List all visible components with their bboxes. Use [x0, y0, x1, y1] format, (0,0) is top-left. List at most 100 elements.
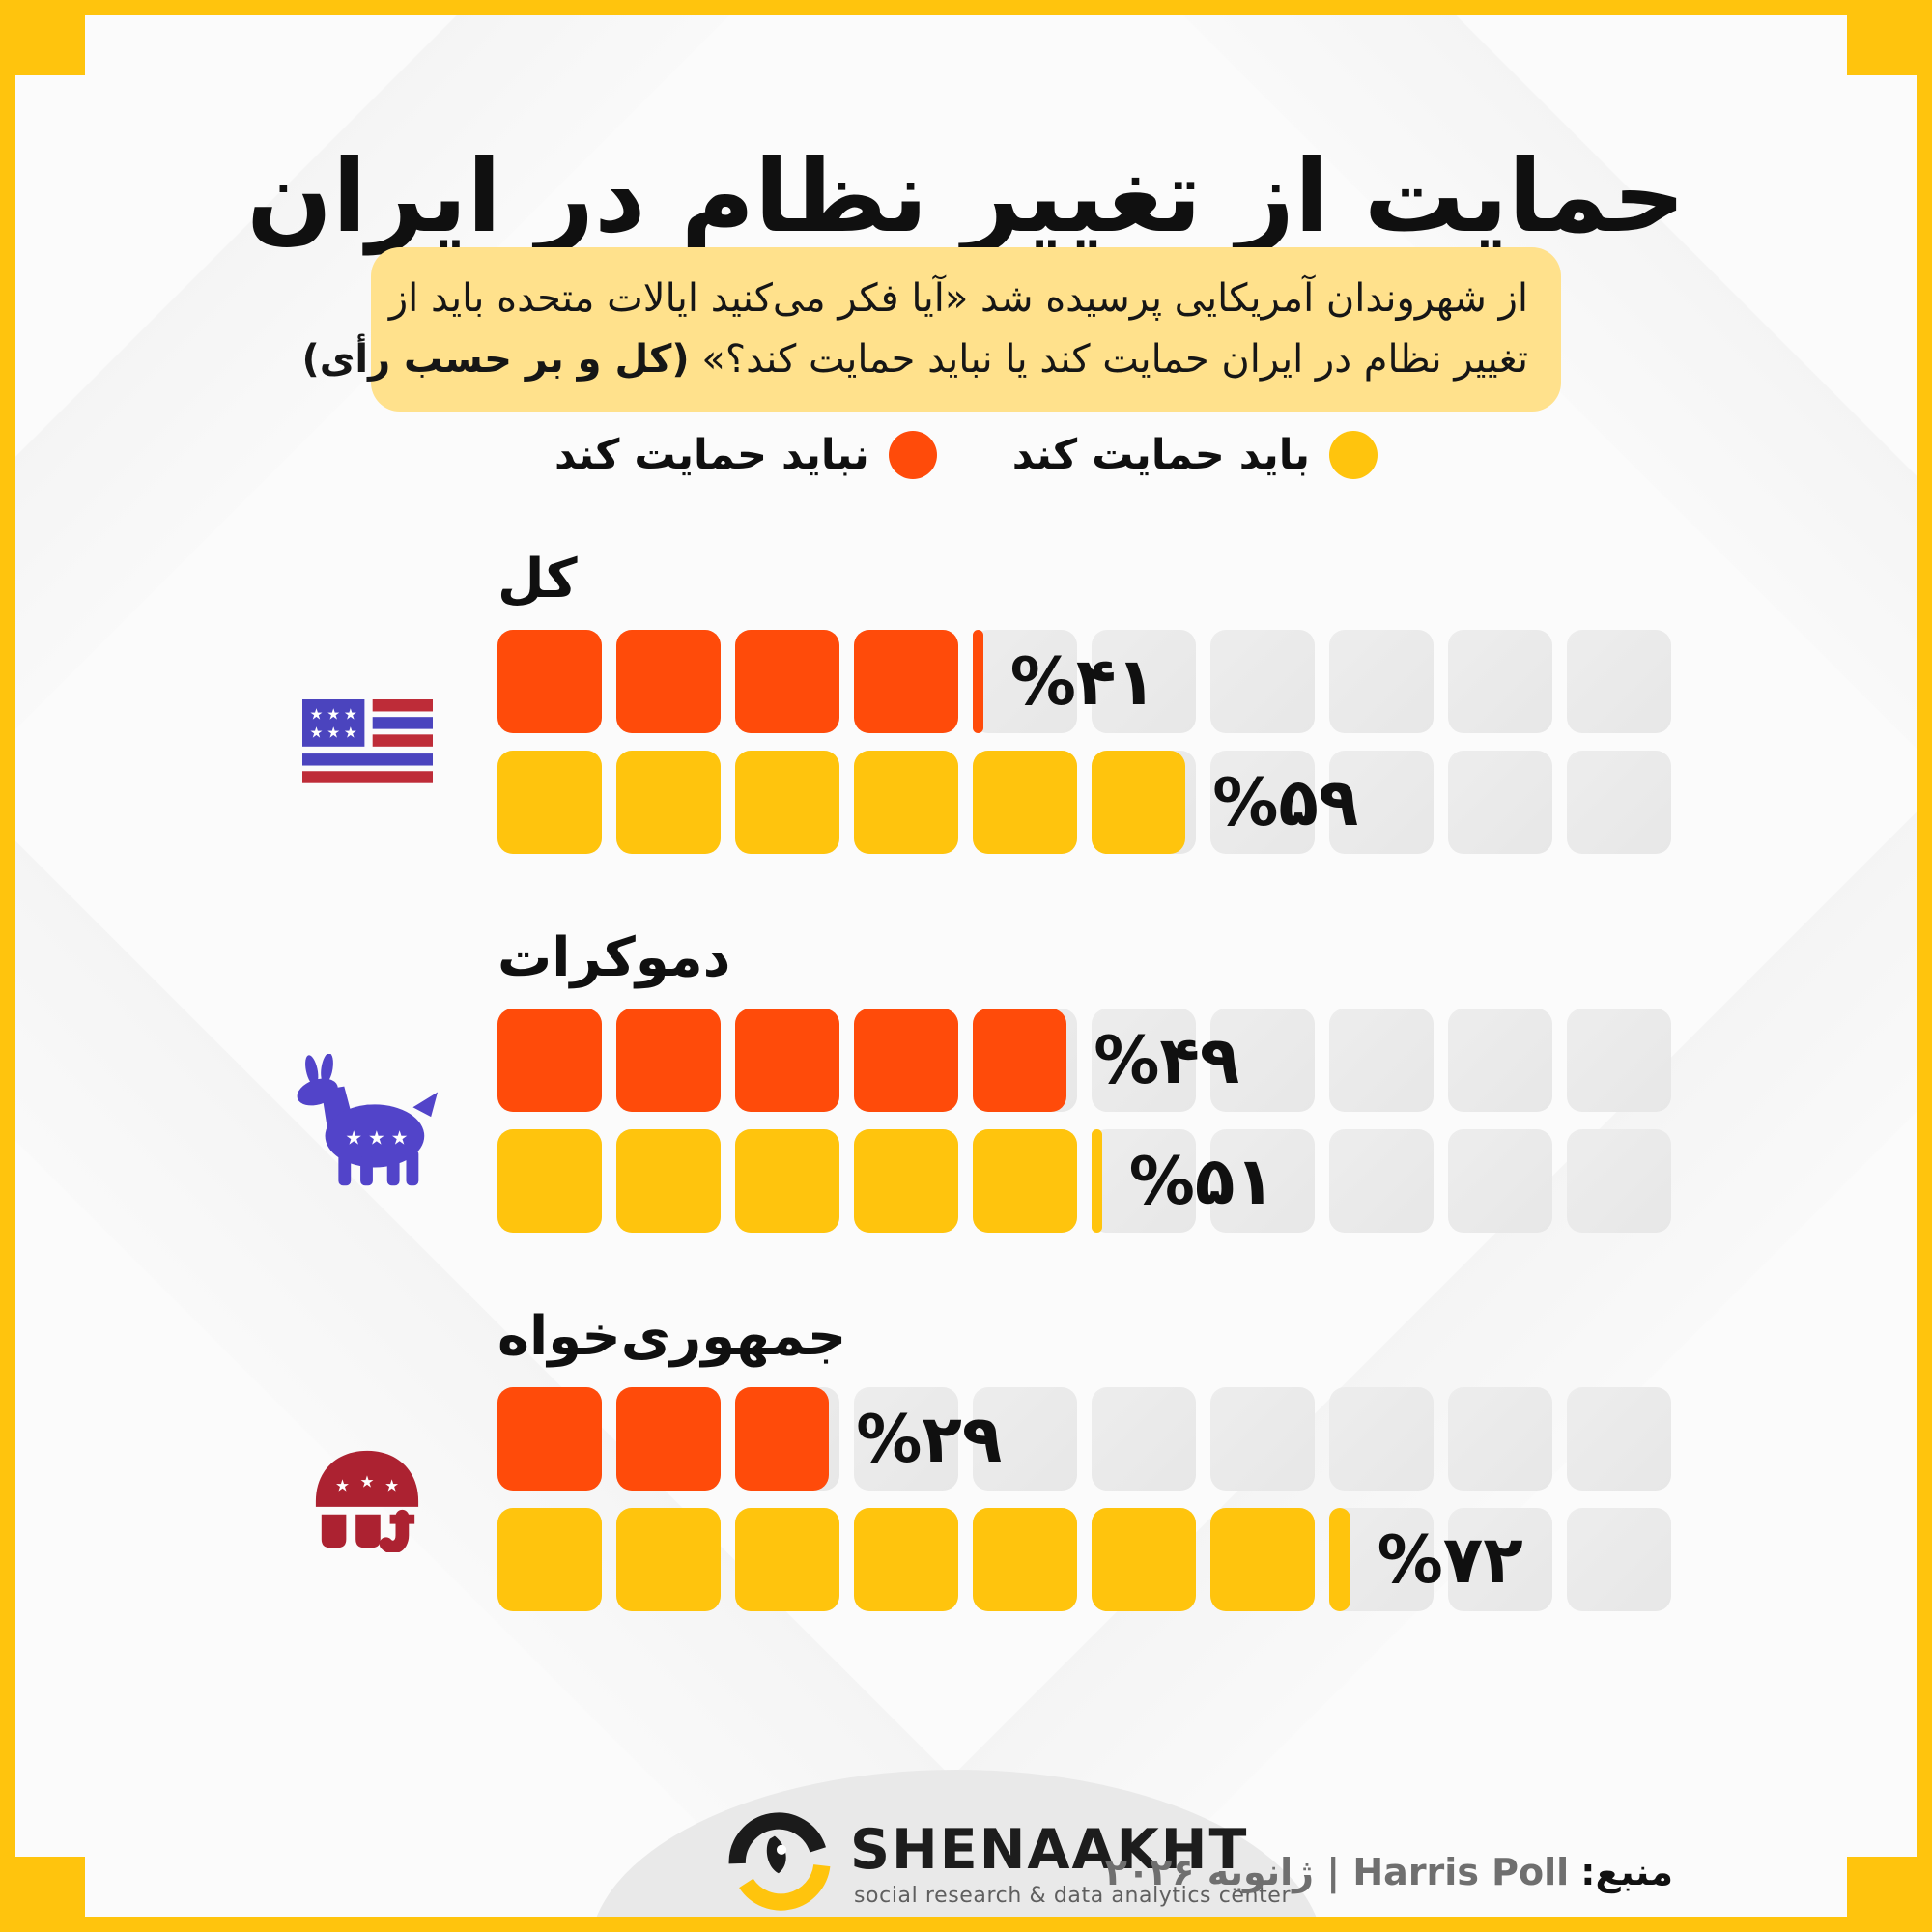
- chart: کل ★ ★ ★ ★ ★ ★ %۴۱ %۵۹ دموکرات: [297, 548, 1671, 1685]
- waffle-cell: [973, 1387, 1077, 1491]
- frame-corner-top-right: [1847, 0, 1932, 75]
- democrat-donkey-icon: ★ ★ ★: [297, 1053, 439, 1186]
- waffle-fill: [973, 630, 983, 733]
- bar-row-oppose: %۴۱: [497, 630, 1671, 733]
- democrat-donkey-icon-slot: ★ ★ ★: [285, 1009, 449, 1233]
- waffle-cell: [1092, 1387, 1196, 1491]
- waffle-cell: [1448, 751, 1552, 854]
- us-flag-icon-slot: ★ ★ ★ ★ ★ ★: [285, 630, 449, 854]
- waffle-cell: [616, 1508, 721, 1611]
- group-label: جمهوری‌خواه: [497, 1305, 847, 1368]
- waffle-fill: [497, 1508, 602, 1611]
- waffle-cell: [854, 751, 958, 854]
- frame-corner-top-left: [0, 0, 85, 75]
- bar-row-support: %۵۱: [497, 1129, 1671, 1233]
- waffle-fill: [1092, 1508, 1196, 1611]
- svg-text:★: ★: [368, 1126, 385, 1149]
- bar-row-support: %۷۲: [497, 1508, 1671, 1611]
- group-label: کل: [497, 548, 578, 611]
- waffle-cell: [1329, 630, 1434, 733]
- waffle-cell: [497, 1129, 602, 1233]
- waffle-cell: [1210, 1009, 1315, 1112]
- waffle-fill: [1329, 1508, 1350, 1611]
- legend-dot-yellow-icon: [1329, 431, 1378, 479]
- waffle-cell: [1092, 1129, 1196, 1233]
- svg-text:★: ★: [327, 705, 340, 723]
- bar-row-support: %۵۹: [497, 751, 1671, 854]
- waffle-fill: [735, 1508, 839, 1611]
- waffle-cell: [1092, 630, 1196, 733]
- waffle-cell: [1329, 751, 1434, 854]
- brand-tagline: social research & data analytics center: [854, 1884, 1292, 1908]
- legend-item-oppose: نباید حمایت کند: [554, 431, 937, 479]
- percent-label: %۵۹: [1212, 765, 1359, 841]
- source-line: منبع: Harris Poll | ژانویه ۲۰۲۶: [1105, 1851, 1673, 1893]
- svg-text:★: ★: [335, 1475, 350, 1494]
- waffle-cell: [616, 1009, 721, 1112]
- waffle-cell: [616, 1387, 721, 1491]
- waffle-cell: [1448, 1009, 1552, 1112]
- waffle-fill: [1092, 1129, 1102, 1233]
- waffle-cell: [735, 1009, 839, 1112]
- percent-label: %۴۱: [1009, 644, 1156, 721]
- question-line2: تغییر نظام در ایران حمایت کند یا نباید ح…: [689, 337, 1528, 383]
- waffle-cell: [735, 630, 839, 733]
- svg-text:★: ★: [309, 705, 323, 723]
- question-line2-bold: (کل و بر حسب رأی): [301, 337, 690, 383]
- waffle-cell: [497, 1009, 602, 1112]
- svg-text:★: ★: [327, 724, 340, 741]
- source-label: منبع:: [1580, 1851, 1673, 1893]
- frame-top-bar: [0, 0, 1932, 15]
- legend-label-support: باید حمایت کند: [1011, 431, 1311, 479]
- waffle-cell: [1567, 1508, 1671, 1611]
- waffle-cell: [735, 1508, 839, 1611]
- waffle-fill: [735, 1387, 829, 1491]
- svg-text:★: ★: [309, 724, 323, 741]
- waffle-fill: [616, 1387, 721, 1491]
- waffle-fill: [735, 1009, 839, 1112]
- waffle-cell: [1092, 751, 1196, 854]
- waffle-fill: [616, 751, 721, 854]
- waffle-cell: [1329, 1508, 1434, 1611]
- svg-text:★: ★: [384, 1475, 399, 1494]
- page-title: حمایت از تغییر نظام در ایران: [246, 136, 1686, 255]
- percent-label: %۲۹: [856, 1402, 1003, 1478]
- waffle-fill: [616, 1508, 721, 1611]
- group-label: دموکرات: [497, 926, 731, 989]
- waffle-cell: [1210, 1387, 1315, 1491]
- legend: باید حمایت کند نباید حمایت کند: [0, 431, 1932, 479]
- chart-group: جمهوری‌خواه ★ ★ ★ %۲۹ %۷۲: [315, 1305, 1671, 1611]
- waffle-cell: [1448, 630, 1552, 733]
- legend-dot-orange-icon: [888, 431, 937, 479]
- waffle-fill: [497, 1009, 602, 1112]
- waffle-cell: [973, 1508, 1077, 1611]
- waffle-cell: [1092, 1508, 1196, 1611]
- waffle-cell: [497, 630, 602, 733]
- frame-corner-bottom-right: [1847, 1857, 1932, 1932]
- frame-left-bar: [0, 0, 15, 1932]
- waffle-cell: [616, 630, 721, 733]
- percent-label: %۷۲: [1377, 1522, 1523, 1599]
- waffle-cell: [854, 1009, 958, 1112]
- waffle-fill: [854, 1009, 958, 1112]
- svg-text:★: ★: [345, 1126, 362, 1149]
- waffle-cell: [854, 1508, 958, 1611]
- waffle-fill: [854, 630, 958, 733]
- republican-elephant-icon-slot: ★ ★ ★: [285, 1387, 449, 1611]
- waffle-cell: [973, 630, 1077, 733]
- waffle-cell: [1329, 1387, 1434, 1491]
- waffle-fill: [973, 1508, 1077, 1611]
- chart-group: کل ★ ★ ★ ★ ★ ★ %۴۱ %۵۹: [301, 548, 1671, 854]
- waffle-cell: [854, 1129, 958, 1233]
- bar-row-oppose: %۴۹: [497, 1009, 1671, 1112]
- svg-text:★: ★: [343, 724, 356, 741]
- waffle-cell: [973, 1129, 1077, 1233]
- waffle-fill: [497, 1387, 602, 1491]
- waffle-cell: [973, 751, 1077, 854]
- republican-elephant-icon: ★ ★ ★: [315, 1450, 419, 1553]
- percent-label: %۴۹: [1094, 1023, 1240, 1099]
- waffle-fill: [497, 751, 602, 854]
- percent-label: %۵۱: [1128, 1144, 1275, 1220]
- waffle-fill: [616, 1009, 721, 1112]
